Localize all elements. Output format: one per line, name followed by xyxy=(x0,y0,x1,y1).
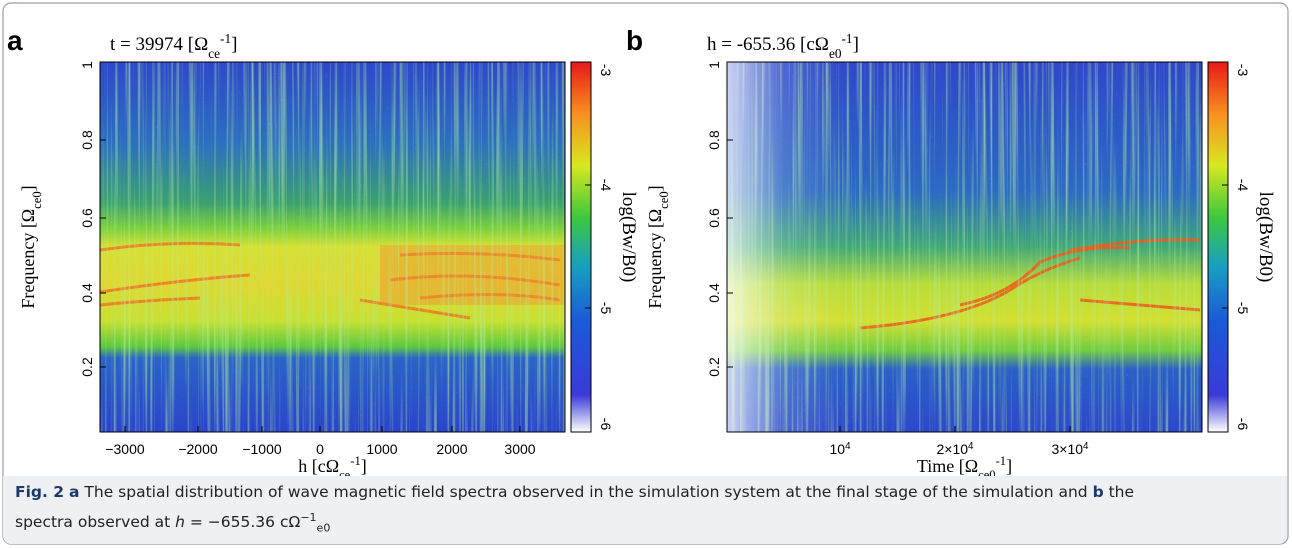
text-segment: 3×10 xyxy=(1052,441,1084,457)
spectrum-a xyxy=(100,62,565,432)
y-tick-label: 0.2 xyxy=(706,357,722,377)
y-tick-label: 0.4 xyxy=(79,283,95,303)
text-segment: -1 xyxy=(220,31,231,46)
text-segment: -1 xyxy=(350,454,361,468)
colorbar-tick-label: -4 xyxy=(598,179,614,192)
colorbar xyxy=(570,61,592,433)
text-segment: ] xyxy=(231,34,237,55)
caption-segment: a xyxy=(69,483,80,501)
plot-frame xyxy=(726,61,1203,433)
y-tick-label: 0.8 xyxy=(79,130,95,150)
text-segment: ce xyxy=(339,468,351,482)
colorbar-tick-label: -6 xyxy=(1235,418,1251,431)
text-segment: ] xyxy=(1006,456,1012,476)
x-tick-label: −1000 xyxy=(242,441,282,457)
x-tick-label: 2×104 xyxy=(937,441,975,458)
y-tick-label: 0.8 xyxy=(706,130,722,150)
x-tick-label: 1000 xyxy=(366,441,397,457)
text-segment: ] xyxy=(361,456,367,476)
figure-caption: Fig. 2 a The spatial distribution of wav… xyxy=(3,476,1287,544)
colorbar-label: log(Bw/B0) xyxy=(1255,192,1276,283)
text-segment: Time [Ω xyxy=(917,456,978,476)
colorbar-label: log(Bw/B0) xyxy=(618,192,639,283)
panel-title: t = 39974 [Ωce-1] xyxy=(110,31,237,61)
caption-segment: −1 xyxy=(300,511,317,524)
text-segment: −3000 xyxy=(105,441,145,457)
text-segment: 4 xyxy=(1083,441,1089,452)
text-segment: -1 xyxy=(996,454,1007,468)
text-segment: 10 xyxy=(829,441,845,457)
x-tick-label: 2000 xyxy=(436,441,467,457)
text-segment: ce0 xyxy=(657,191,671,208)
text-segment: ] xyxy=(853,34,859,55)
x-axis-label: h [cΩce-1] xyxy=(298,454,367,482)
caption-segment: the xyxy=(1103,483,1135,501)
caption-line: spectra observed at h = −655.36 cΩ−1e0 xyxy=(15,505,1287,540)
x-tick-label: 3×104 xyxy=(1052,441,1090,458)
y-tick-label: 1 xyxy=(79,61,95,69)
caption-segment: h xyxy=(175,513,185,532)
text-segment: h = -655.36 [cΩ xyxy=(707,34,829,55)
colorbar-tick-label: -5 xyxy=(598,302,614,315)
y-tick-label: 0.6 xyxy=(706,208,722,228)
y-axis-label: Frequency [Ωce0] xyxy=(18,185,44,308)
caption-segment: The spatial distribution of wave magneti… xyxy=(79,483,1093,501)
caption-segment: b xyxy=(1092,483,1104,501)
y-tick-label: 0.4 xyxy=(706,283,722,303)
caption-segment: = −655.36 cΩ xyxy=(184,513,301,532)
plot-frame xyxy=(99,61,566,433)
x-tick-label: 3000 xyxy=(504,441,535,457)
x-tick-label: −2000 xyxy=(178,441,218,457)
y-tick-label: 0.6 xyxy=(79,208,95,228)
x-tick-label: 0 xyxy=(316,441,324,457)
caption-segment: spectra observed at xyxy=(15,513,176,532)
text-segment: 4 xyxy=(845,441,851,452)
text-segment: 2000 xyxy=(436,441,467,457)
panel-label: b xyxy=(626,25,643,56)
text-segment: h [cΩ xyxy=(298,456,339,476)
spectrum-b xyxy=(727,62,1202,432)
text-segment: Frequency [Ω xyxy=(645,209,665,309)
x-tick-label: −3000 xyxy=(105,441,145,457)
text-segment: e0 xyxy=(829,46,842,61)
colorbar-tick-label: -5 xyxy=(1235,302,1251,315)
colorbar-tick-label: -3 xyxy=(1235,64,1251,77)
text-segment: 1000 xyxy=(366,441,397,457)
text-segment: 2×10 xyxy=(937,441,969,457)
colorbar-tick-label: -4 xyxy=(1235,179,1251,192)
text-segment: −2000 xyxy=(178,441,218,457)
panel-label: a xyxy=(7,25,23,56)
y-tick-label: 0.2 xyxy=(79,357,95,377)
y-tick-label: 1 xyxy=(706,61,722,69)
x-tick-label: 104 xyxy=(829,441,851,458)
text-segment: ] xyxy=(645,185,665,191)
text-segment: -1 xyxy=(842,31,853,46)
text-segment: 3000 xyxy=(504,441,535,457)
text-segment: −1000 xyxy=(242,441,282,457)
text-segment: ce xyxy=(208,46,220,61)
colorbar-tick-label: -3 xyxy=(598,64,614,77)
text-segment: ce0 xyxy=(30,191,44,208)
text-segment: Frequency [Ω xyxy=(18,209,38,309)
text-segment: 4 xyxy=(968,441,974,452)
text-segment: t = 39974 [Ω xyxy=(110,34,208,55)
caption-line: Fig. 2 a The spatial distribution of wav… xyxy=(15,480,1287,505)
caption-segment: Fig. 2 xyxy=(15,483,65,501)
panel-title: h = -655.36 [cΩe0-1] xyxy=(707,31,859,61)
caption-segment: e0 xyxy=(316,521,331,535)
colorbar xyxy=(1207,61,1229,433)
y-axis-label: Frequency [Ωce0] xyxy=(645,185,671,308)
text-segment: 0 xyxy=(316,441,324,457)
colorbar-tick-label: -6 xyxy=(598,418,614,431)
text-segment: ] xyxy=(18,185,38,191)
